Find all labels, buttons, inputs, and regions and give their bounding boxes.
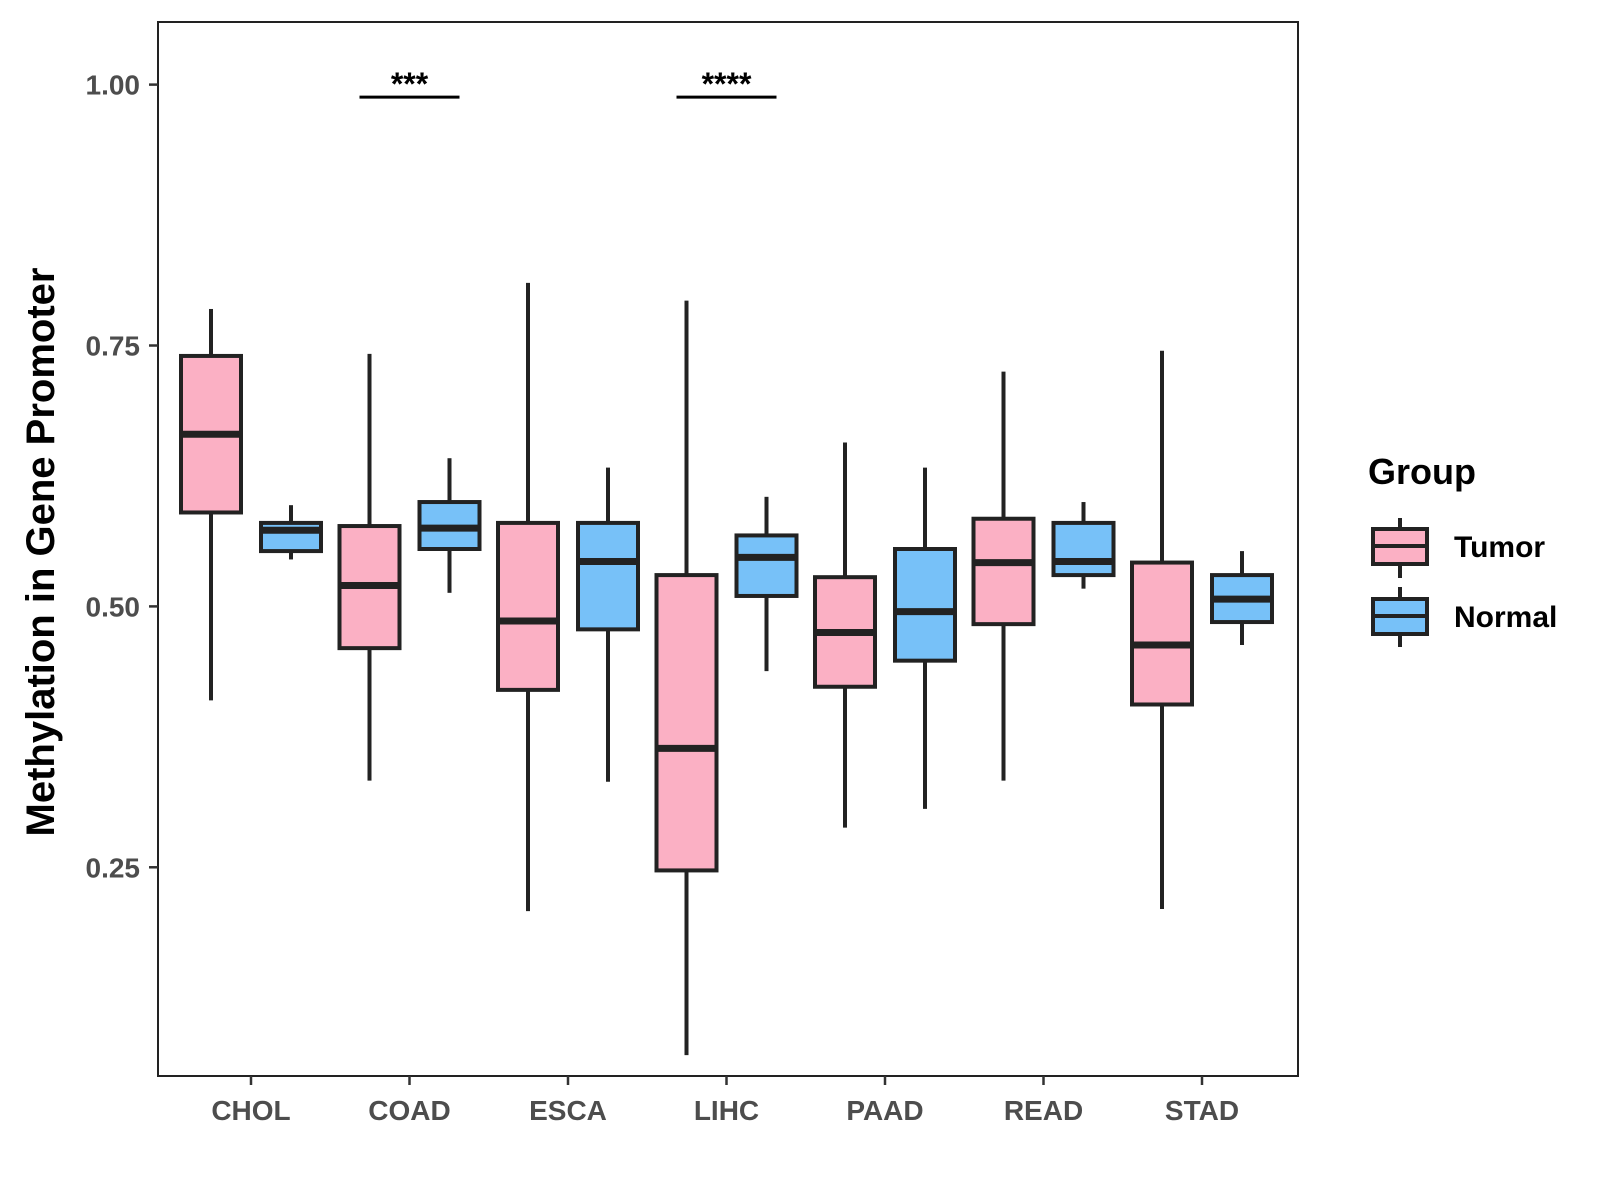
legend-entry-tumor: Tumor (1371, 518, 1545, 578)
y-tick-label: 0.75 (86, 331, 141, 362)
legend-entry-normal: Normal (1371, 587, 1557, 647)
box-body (1130, 560, 1194, 707)
x-tick-label: CHOL (211, 1095, 290, 1126)
box-tumor-chol (179, 308, 243, 701)
box-body (496, 520, 560, 692)
x-tick-label: LIHC (694, 1095, 759, 1126)
box-body (576, 520, 640, 632)
legend: Group Tumor Normal (1368, 451, 1557, 647)
x-tick-label: STAD (1165, 1095, 1239, 1126)
box-tumor-read (971, 371, 1036, 781)
y-axis-title: Methylation in Gene Promoter (19, 268, 63, 837)
box-normal-stad (1210, 551, 1274, 646)
y-tick-label: 1.00 (86, 70, 141, 101)
box-normal-lihc (734, 496, 799, 672)
x-tick-label: READ (1004, 1095, 1083, 1126)
box-normal-read (1051, 502, 1116, 589)
x-tick-label: ESCA (529, 1095, 607, 1126)
x-tick-label: PAAD (846, 1095, 923, 1126)
box-body (971, 516, 1036, 627)
box-body (1051, 520, 1116, 578)
box-normal-paad (893, 467, 957, 809)
box-body (893, 547, 957, 663)
box-tumor-paad (813, 442, 877, 828)
legend-title: Group (1368, 451, 1476, 492)
y-tick-label: 0.50 (86, 591, 141, 622)
y-tick-label: 0.25 (86, 852, 141, 883)
box-tumor-stad (1130, 350, 1194, 910)
box-body (734, 533, 799, 598)
box-normal-esca (576, 467, 640, 782)
box-body (654, 573, 719, 873)
plot-panel-border (157, 21, 1299, 1077)
box-normal-chol (259, 505, 323, 560)
box-tumor-lihc (654, 300, 719, 1056)
legend-tumor-label: Tumor (1454, 531, 1545, 564)
plot-area: 0.25 0.50 0.75 1.00 CHOL COAD ESCA LIHC PAAD READ… (86, 21, 1299, 1126)
significance-label: *** (391, 66, 429, 102)
box-normal-coad (417, 458, 482, 593)
x-tick-label: COAD (368, 1095, 450, 1126)
significance-label: **** (702, 66, 752, 102)
box-tumor-esca (496, 282, 560, 912)
legend-normal-label: Normal (1454, 601, 1557, 634)
box-tumor-coad (337, 353, 402, 781)
